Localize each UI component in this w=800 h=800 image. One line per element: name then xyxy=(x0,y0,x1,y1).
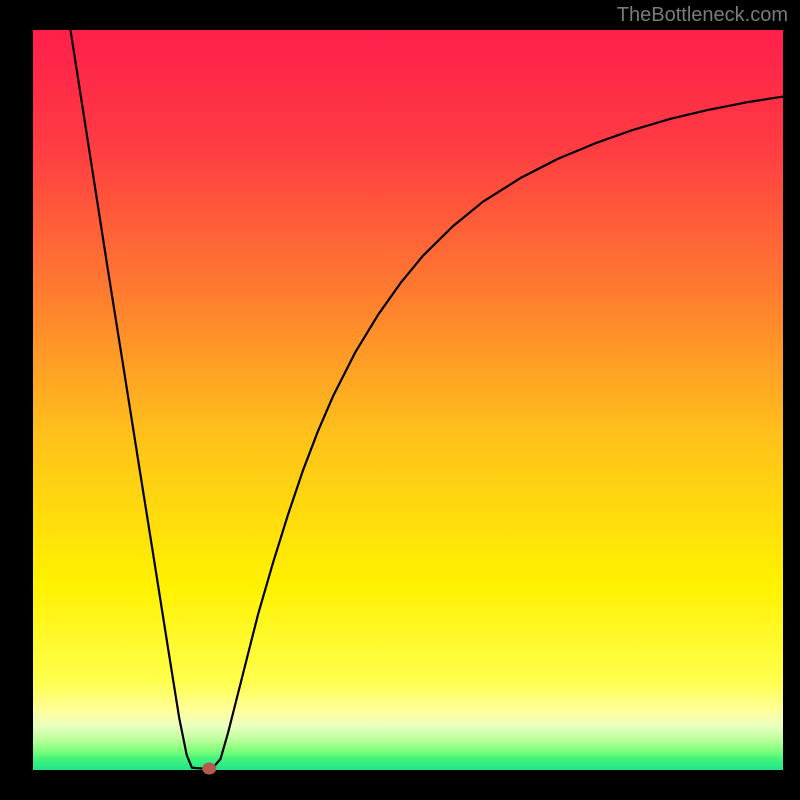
optimum-marker xyxy=(202,763,216,775)
plot-background xyxy=(33,30,783,770)
bottleneck-chart xyxy=(0,0,800,800)
